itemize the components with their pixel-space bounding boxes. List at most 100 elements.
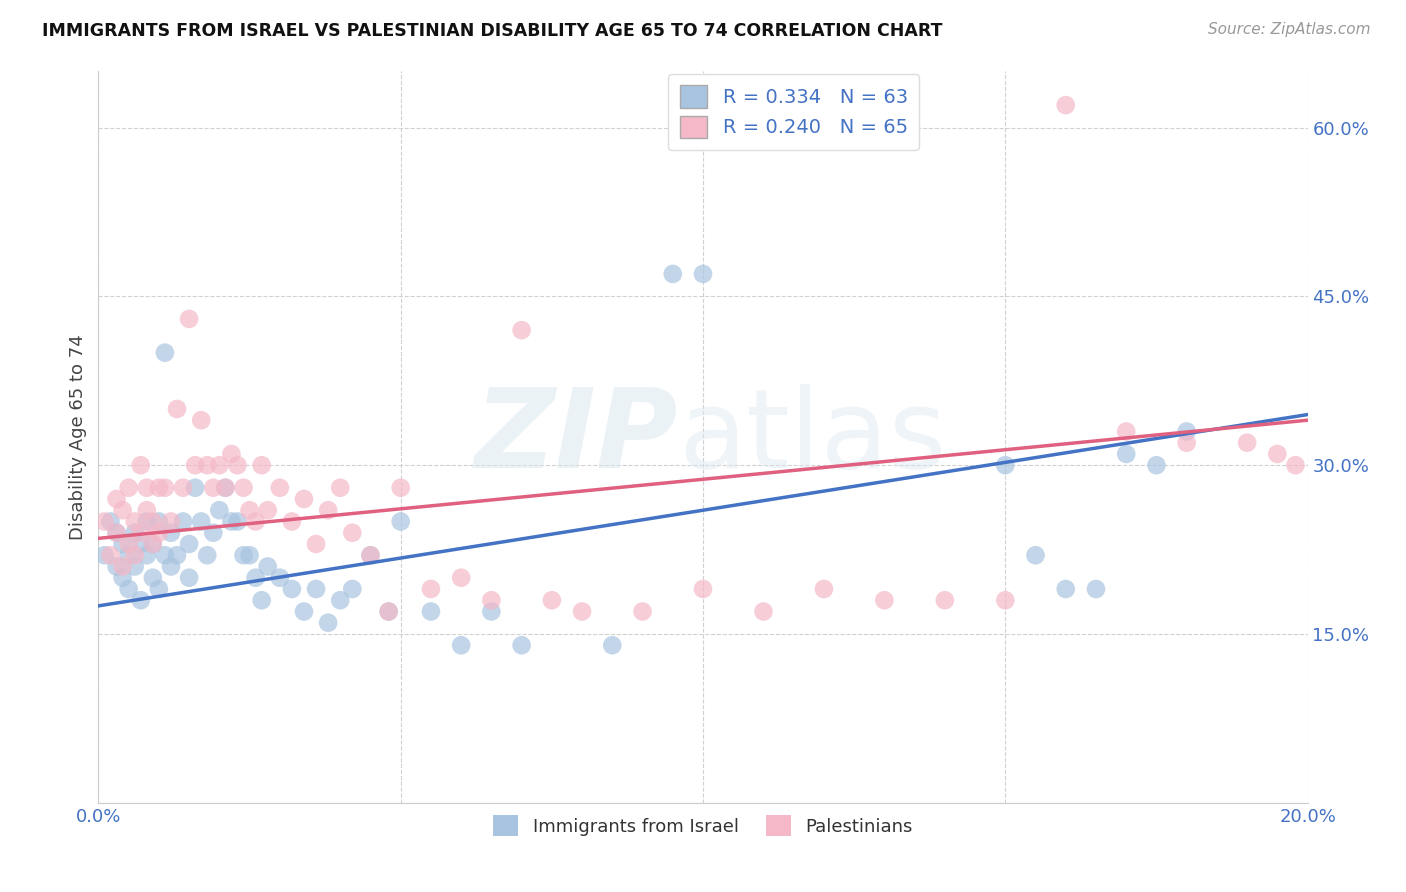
Point <box>153 345 176 359</box>
Point <box>292 605 315 619</box>
Point <box>111 571 134 585</box>
Point <box>329 593 352 607</box>
Point <box>124 548 146 562</box>
Point <box>129 458 152 473</box>
Text: atlas: atlas <box>679 384 948 491</box>
Point <box>124 525 146 540</box>
Point <box>239 548 262 562</box>
Point <box>118 582 141 596</box>
Point <box>195 458 218 473</box>
Point <box>360 548 382 562</box>
Point <box>100 515 122 529</box>
Point <box>160 525 183 540</box>
Point <box>450 571 472 585</box>
Point <box>100 548 122 562</box>
Point <box>1115 447 1137 461</box>
Point <box>172 515 194 529</box>
Point <box>153 548 176 562</box>
Point <box>245 571 267 585</box>
Point <box>135 481 157 495</box>
Point <box>269 481 291 495</box>
Text: ZIP: ZIP <box>475 384 679 491</box>
Point <box>129 593 152 607</box>
Point <box>148 582 170 596</box>
Point <box>105 559 128 574</box>
Point <box>631 605 654 619</box>
Point <box>160 559 183 574</box>
Point <box>142 537 165 551</box>
Point <box>420 582 443 596</box>
Point <box>160 515 183 529</box>
Point <box>1054 98 1077 112</box>
Point <box>135 515 157 529</box>
Point <box>316 503 339 517</box>
Point <box>540 593 562 607</box>
Text: Source: ZipAtlas.com: Source: ZipAtlas.com <box>1208 22 1371 37</box>
Point <box>450 638 472 652</box>
Point <box>692 267 714 281</box>
Point <box>232 548 254 562</box>
Point <box>184 458 207 473</box>
Point <box>602 638 624 652</box>
Point <box>250 458 273 473</box>
Point <box>389 515 412 529</box>
Point <box>118 481 141 495</box>
Point <box>124 515 146 529</box>
Point <box>1085 582 1108 596</box>
Point <box>190 413 212 427</box>
Point <box>232 481 254 495</box>
Point <box>135 503 157 517</box>
Point <box>481 605 503 619</box>
Point <box>202 525 225 540</box>
Point <box>1054 582 1077 596</box>
Point <box>994 458 1017 473</box>
Point <box>93 515 115 529</box>
Point <box>142 537 165 551</box>
Point <box>873 593 896 607</box>
Point <box>172 481 194 495</box>
Point <box>105 525 128 540</box>
Point <box>752 605 775 619</box>
Point <box>239 503 262 517</box>
Point <box>661 267 683 281</box>
Point <box>118 548 141 562</box>
Point <box>389 481 412 495</box>
Point <box>221 447 243 461</box>
Point <box>994 593 1017 607</box>
Point <box>221 515 243 529</box>
Point <box>135 548 157 562</box>
Point <box>142 515 165 529</box>
Point <box>1115 425 1137 439</box>
Point <box>179 571 201 585</box>
Point <box>166 401 188 416</box>
Point <box>692 582 714 596</box>
Point <box>292 491 315 506</box>
Point <box>105 525 128 540</box>
Point <box>111 559 134 574</box>
Point <box>1267 447 1289 461</box>
Point <box>420 605 443 619</box>
Point <box>934 593 956 607</box>
Point <box>208 458 231 473</box>
Point <box>184 481 207 495</box>
Point <box>1284 458 1306 473</box>
Point <box>1175 435 1198 450</box>
Point <box>510 323 533 337</box>
Point <box>214 481 236 495</box>
Point <box>179 537 201 551</box>
Point <box>510 638 533 652</box>
Point <box>342 525 364 540</box>
Point <box>1175 425 1198 439</box>
Point <box>281 515 304 529</box>
Point <box>129 525 152 540</box>
Point <box>377 605 399 619</box>
Legend: Immigrants from Israel, Palestinians: Immigrants from Israel, Palestinians <box>484 806 922 845</box>
Point <box>190 515 212 529</box>
Point <box>166 548 188 562</box>
Point <box>202 481 225 495</box>
Point <box>245 515 267 529</box>
Point <box>93 548 115 562</box>
Point <box>111 503 134 517</box>
Point <box>226 458 249 473</box>
Point <box>1024 548 1046 562</box>
